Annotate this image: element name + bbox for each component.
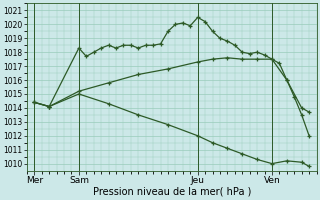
X-axis label: Pression niveau de la mer( hPa ): Pression niveau de la mer( hPa ) [92, 187, 251, 197]
